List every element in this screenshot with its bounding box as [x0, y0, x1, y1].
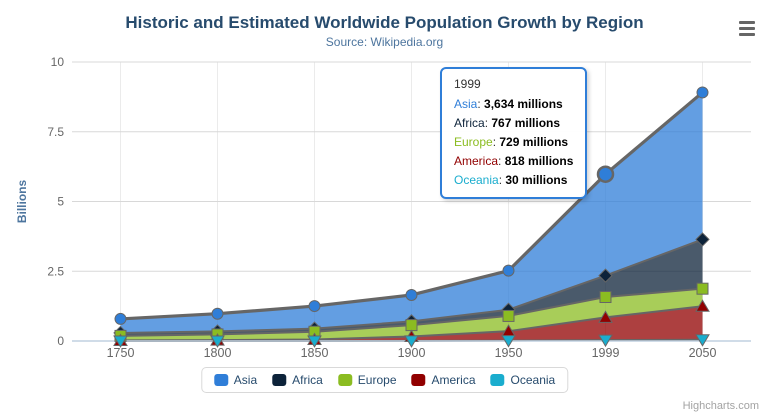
tooltip-row-america: America: 818 millions — [454, 154, 574, 168]
tooltip-series-name: Europe — [454, 135, 493, 149]
area-series-asia[interactable] — [120, 92, 703, 333]
legend: Asia Africa Europe America Oceania — [200, 367, 569, 393]
highcharts-credits-link[interactable]: Highcharts.com — [682, 400, 759, 412]
marker-asia-2050[interactable] — [696, 86, 709, 99]
marker-oceania-1750[interactable] — [113, 335, 128, 348]
tooltip-row-oceania: Oceania: 30 millions — [454, 173, 568, 187]
marker-europe-1999[interactable] — [599, 291, 612, 304]
y-axis-label: 5 — [57, 195, 64, 209]
legend-swatch-icon — [213, 374, 228, 386]
y-axis-title: Billions — [15, 180, 29, 224]
y-axis-label: 0 — [57, 334, 64, 348]
tooltip-series-value: 767 millions — [491, 116, 561, 130]
legend-label: Africa — [292, 373, 323, 387]
legend-label: Asia — [233, 373, 258, 387]
tooltip-header: 1999 — [454, 77, 481, 91]
hamburger-icon-bar — [739, 21, 755, 24]
marker-asia-1850[interactable] — [308, 300, 321, 313]
x-axis-label-1750: 1750 — [107, 346, 135, 360]
marker-europe-2050[interactable] — [696, 282, 709, 295]
marker-oceania-1800[interactable] — [210, 335, 225, 348]
tooltip-series-value: 818 millions — [504, 154, 574, 168]
legend-swatch-icon — [411, 374, 426, 386]
tooltip-series-value: 729 millions — [499, 135, 569, 149]
tooltip-row-asia: Asia: 3,634 millions — [454, 97, 563, 111]
chart-subtitle: Source: Wikipedia.org — [325, 35, 444, 49]
legend-item-asia[interactable]: Asia — [213, 373, 258, 387]
marker-asia-1999[interactable] — [596, 165, 615, 183]
marker-oceania-1850[interactable] — [307, 335, 322, 348]
legend-item-america[interactable]: America — [411, 373, 476, 387]
y-axis-label: 7.5 — [47, 125, 64, 139]
legend-swatch-icon — [337, 374, 352, 386]
hamburger-icon-bar — [739, 33, 755, 36]
chart-title: Historic and Estimated Worldwide Populat… — [125, 13, 644, 32]
tooltip-series-value: 30 millions — [505, 173, 568, 187]
marker-asia-1800[interactable] — [211, 307, 224, 320]
legend-label: Europe — [357, 373, 397, 387]
legend-swatch-icon — [490, 374, 505, 386]
marker-asia-1900[interactable] — [405, 288, 418, 301]
marker-asia-1750[interactable] — [114, 312, 127, 325]
tooltip-series-name: Asia — [454, 97, 478, 111]
tooltip: 1999 Asia: 3,634 millions Africa: 767 mil… — [440, 67, 588, 199]
context-menu-button[interactable] — [737, 19, 757, 38]
x-axis-label-1900: 1900 — [398, 346, 426, 360]
tooltip-row-europe: Europe: 729 millions — [454, 135, 569, 149]
area-series-africa[interactable] — [120, 239, 703, 336]
x-axis-label-2050: 2050 — [689, 346, 717, 360]
marker-asia-1950[interactable] — [502, 264, 515, 277]
marker-oceania-2050[interactable] — [695, 334, 710, 347]
legend-label: America — [431, 373, 476, 387]
marker-africa-1999[interactable] — [598, 268, 613, 283]
legend-item-oceania[interactable]: Oceania — [490, 373, 556, 387]
legend-item-africa[interactable]: Africa — [272, 373, 323, 387]
marker-oceania-1900[interactable] — [404, 335, 419, 348]
marker-america-1999[interactable] — [598, 310, 613, 323]
y-axis-label: 2.5 — [47, 264, 64, 278]
x-axis-label-1950: 1950 — [495, 346, 523, 360]
legend-item-europe[interactable]: Europe — [337, 373, 397, 387]
y-axis-label: 10 — [51, 55, 65, 69]
marker-america-2050[interactable] — [695, 299, 710, 312]
marker-oceania-1950[interactable] — [501, 335, 516, 348]
hamburger-icon-bar — [739, 27, 755, 30]
area-series-america[interactable] — [120, 306, 703, 341]
marker-europe-1950[interactable] — [502, 309, 515, 322]
x-axis-label-1800: 1800 — [204, 346, 232, 360]
x-axis-label-1850: 1850 — [301, 346, 329, 360]
legend-label: Oceania — [510, 373, 556, 387]
x-axis-label-1999: 1999 — [592, 346, 620, 360]
tooltip-series-value: 3,634 millions — [484, 97, 563, 111]
tooltip-series-name: Oceania — [454, 173, 499, 187]
marker-europe-1900[interactable] — [405, 319, 418, 332]
marker-oceania-1999[interactable] — [598, 334, 613, 348]
legend-swatch-icon — [272, 374, 287, 386]
tooltip-row-africa: Africa: 767 millions — [454, 116, 561, 130]
tooltip-series-name: Africa — [454, 116, 485, 130]
tooltip-series-name: America — [454, 154, 499, 168]
marker-africa-2050[interactable] — [695, 232, 710, 247]
